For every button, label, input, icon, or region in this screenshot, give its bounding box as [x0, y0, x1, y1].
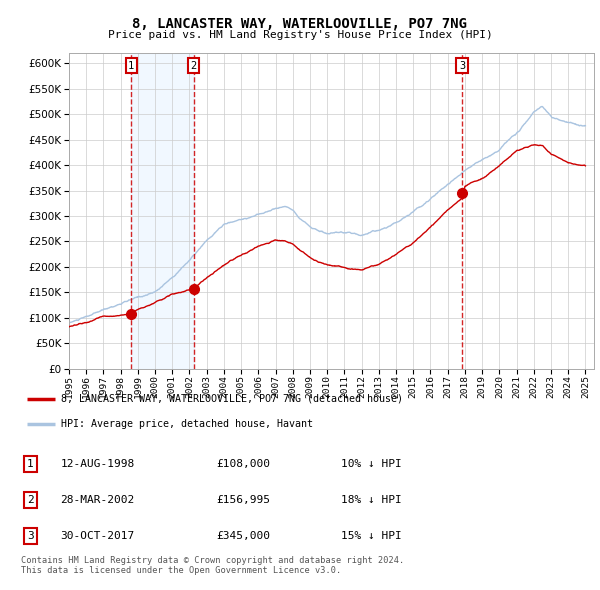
- Text: 30-OCT-2017: 30-OCT-2017: [61, 532, 135, 542]
- Text: 2: 2: [27, 496, 34, 506]
- Text: 2: 2: [190, 61, 197, 71]
- Text: 8, LANCASTER WAY, WATERLOOVILLE, PO7 7NG: 8, LANCASTER WAY, WATERLOOVILLE, PO7 7NG: [133, 17, 467, 31]
- Bar: [131, 53, 194, 369]
- Text: 8, LANCASTER WAY, WATERLOOVILLE, PO7 7NG (detached house): 8, LANCASTER WAY, WATERLOOVILLE, PO7 7NG…: [61, 394, 403, 404]
- Text: 1: 1: [128, 61, 134, 71]
- Text: HPI: Average price, detached house, Havant: HPI: Average price, detached house, Hava…: [61, 419, 313, 430]
- Text: 28-MAR-2002: 28-MAR-2002: [61, 496, 135, 506]
- Text: £156,995: £156,995: [217, 496, 271, 506]
- Text: £345,000: £345,000: [217, 532, 271, 542]
- Text: 3: 3: [459, 61, 465, 71]
- Text: Price paid vs. HM Land Registry's House Price Index (HPI): Price paid vs. HM Land Registry's House …: [107, 30, 493, 40]
- Text: 15% ↓ HPI: 15% ↓ HPI: [341, 532, 402, 542]
- Text: £108,000: £108,000: [217, 460, 271, 469]
- Text: 3: 3: [27, 532, 34, 542]
- Text: 10% ↓ HPI: 10% ↓ HPI: [341, 460, 402, 469]
- Text: 1: 1: [27, 460, 34, 469]
- Text: 12-AUG-1998: 12-AUG-1998: [61, 460, 135, 469]
- Text: 18% ↓ HPI: 18% ↓ HPI: [341, 496, 402, 506]
- Text: Contains HM Land Registry data © Crown copyright and database right 2024.
This d: Contains HM Land Registry data © Crown c…: [21, 556, 404, 575]
